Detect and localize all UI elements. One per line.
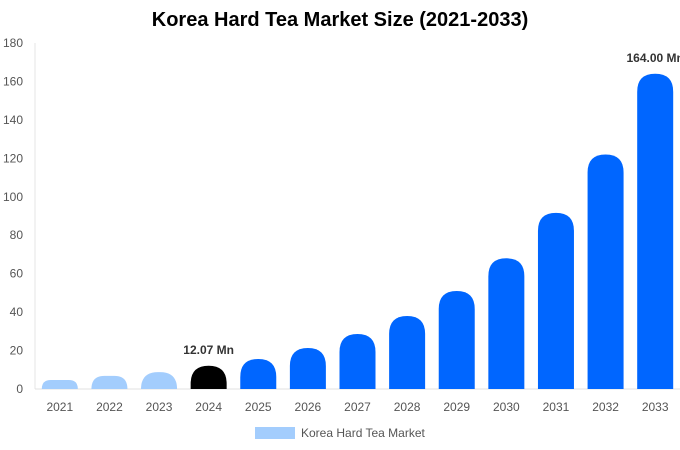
y-tick-label: 40 <box>10 305 24 319</box>
x-tick-label: 2028 <box>394 400 421 414</box>
bar-2026 <box>289 348 326 389</box>
y-tick-label: 180 <box>3 36 23 50</box>
y-tick-label: 140 <box>3 113 23 127</box>
legend-label: Korea Hard Tea Market <box>301 426 425 440</box>
x-tick-label: 2027 <box>344 400 371 414</box>
x-tick-label: 2032 <box>592 400 619 414</box>
bar-2021 <box>41 379 78 389</box>
x-tick-label: 2024 <box>195 400 222 414</box>
bar-2022 <box>91 375 128 389</box>
y-tick-label: 20 <box>10 344 24 358</box>
y-tick-label: 80 <box>10 228 24 242</box>
x-tick-label: 2025 <box>245 400 272 414</box>
y-tick-label: 160 <box>3 74 23 88</box>
y-tick-label: 60 <box>10 267 24 281</box>
chart-title: Korea Hard Tea Market Size (2021-2033) <box>151 9 529 31</box>
x-tick-label: 2021 <box>46 400 73 414</box>
x-tick-label: 2029 <box>443 400 470 414</box>
x-tick-label: 2022 <box>96 400 123 414</box>
x-tick-label: 2033 <box>642 400 669 414</box>
y-tick-label: 0 <box>16 382 23 396</box>
y-tick-label: 120 <box>3 151 23 165</box>
legend[interactable]: Korea Hard Tea Market <box>255 426 425 440</box>
bar-2033 <box>637 73 674 389</box>
bar-2028 <box>389 315 426 389</box>
bar-2025 <box>240 359 277 389</box>
bar-2027 <box>339 334 376 389</box>
x-tick-label: 2026 <box>295 400 322 414</box>
x-tick-label: 2023 <box>146 400 173 414</box>
bar-2032 <box>587 154 624 389</box>
bar-2024 <box>190 365 227 389</box>
x-tick-label: 2030 <box>493 400 520 414</box>
data-label: 12.07 Mn <box>183 343 234 357</box>
bar-2023 <box>141 372 178 389</box>
x-tick-label: 2031 <box>543 400 570 414</box>
bar-2030 <box>488 258 525 389</box>
bar-2031 <box>537 212 574 389</box>
y-tick-label: 100 <box>3 190 23 204</box>
legend-swatch <box>255 427 295 439</box>
data-label: 164.00 Mn <box>627 51 680 65</box>
bar-2029 <box>438 290 475 389</box>
